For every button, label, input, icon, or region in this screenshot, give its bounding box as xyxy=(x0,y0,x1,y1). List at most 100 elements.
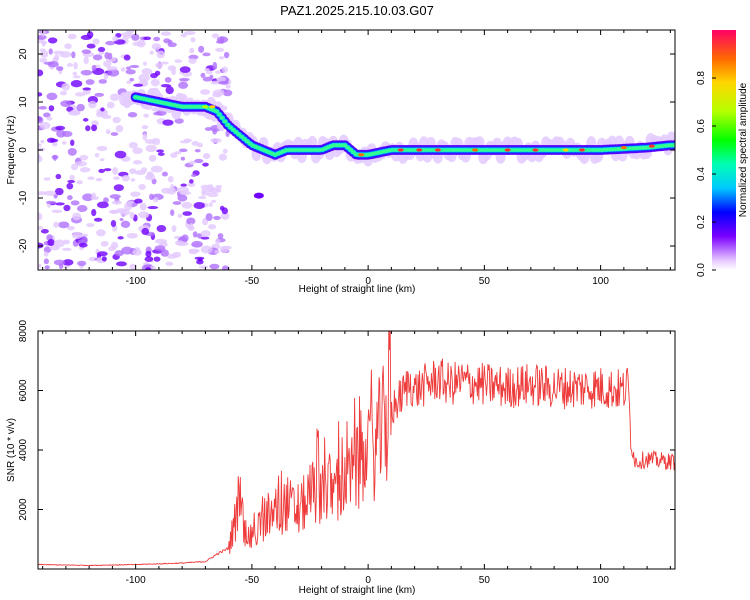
spectrogram-noise-cell xyxy=(62,141,67,145)
spectrogram-noise-cell xyxy=(72,212,82,221)
spectrogram-noise-cell xyxy=(225,130,230,138)
spectrogram-noise-cell xyxy=(61,82,70,91)
spectrogram-x-axis-label: Height of straight line (km) xyxy=(299,284,416,295)
spectrogram-noise-cell xyxy=(127,111,138,118)
spectrogram-noise-cell xyxy=(150,72,158,79)
spectrogram-noise-cell xyxy=(85,79,95,85)
spectrogram-noise-cell xyxy=(180,183,187,187)
spectrogram-noise-cell xyxy=(219,205,225,211)
spectrogram-noise-cell xyxy=(171,225,177,233)
snr-y-tick-label: 8000 xyxy=(18,319,29,342)
spectrogram-noise-cell xyxy=(64,43,72,50)
spectrogram-noise-cell xyxy=(88,100,97,109)
spectrogram-noise-cell xyxy=(210,80,221,85)
spectrogram-noise-cell xyxy=(171,68,177,76)
spectrogram-noise-cell xyxy=(39,48,46,52)
spectrogram-noise-cell xyxy=(129,211,135,220)
spectrogram-noise-cell xyxy=(112,116,121,124)
spectrogram-noise-cell xyxy=(38,226,44,230)
spectrogram-noise-cell xyxy=(215,238,221,245)
spectrogram-noise-cell xyxy=(48,105,55,112)
spectrogram-ridge-cell xyxy=(345,145,350,150)
spectrogram-noise-cell xyxy=(91,124,98,132)
spectrogram-noise-cell xyxy=(86,223,95,228)
spectrogram-noise-cell xyxy=(216,76,227,83)
spectrogram-peak-cell xyxy=(562,148,569,152)
spectrogram-noise-cell xyxy=(154,245,166,252)
spectrogram-noise-cell xyxy=(160,61,169,65)
spectrogram-peak-cell xyxy=(434,148,441,152)
spectrogram-y-tick-label: 10 xyxy=(18,96,29,108)
spectrogram-noise-cell xyxy=(191,240,203,248)
spectrogram-noise-cell xyxy=(201,188,206,197)
spectrogram-noise-cell xyxy=(44,265,50,270)
colorbar-ticks: 0.0 0.2 0.4 0.6 0.8 xyxy=(696,71,716,277)
snr-y-tick-label: 2000 xyxy=(18,498,29,521)
spectrogram-noise-cell xyxy=(95,229,106,237)
spectrogram-peak-cell xyxy=(579,148,586,152)
spectrogram-noise-cell xyxy=(46,116,53,121)
spectrogram-noise-cell xyxy=(74,92,86,97)
spectrogram-x-tick-label: -50 xyxy=(245,276,260,287)
spectrogram-noise-cell xyxy=(177,213,183,218)
spectrogram-noise-cell xyxy=(208,202,213,207)
spectrogram-noise-cell xyxy=(162,119,174,126)
spectrogram-x-tick-label: 100 xyxy=(592,276,609,287)
spectrogram-peak-cell xyxy=(472,148,479,152)
spectrogram-noise-cell xyxy=(113,184,124,192)
spectrogram-noise-cell xyxy=(76,204,88,213)
spectrogram-noise-cell xyxy=(153,111,163,116)
spectrogram-noise-cell xyxy=(178,148,188,153)
spectrogram-noise-cell xyxy=(76,103,85,112)
spectrogram-noise-cell xyxy=(216,186,222,193)
spectrogram-noise-cell xyxy=(149,265,156,270)
spectrogram-noise-cell xyxy=(103,197,109,204)
spectrogram-noise-cell xyxy=(222,89,233,97)
spectrogram-ridge-cell xyxy=(671,143,675,147)
spectrogram-noise-cell xyxy=(182,211,193,216)
spectrogram-noise-cell xyxy=(148,154,157,162)
spectrogram-noise-cell xyxy=(145,144,157,153)
spectrogram-noise-cell xyxy=(157,152,165,156)
spectrogram-noise-cell xyxy=(91,64,97,72)
spectrogram-noise-cell xyxy=(149,50,154,55)
spectrogram-noise-cell xyxy=(46,92,58,101)
spectrogram-noise-cell xyxy=(43,177,51,181)
spectrogram-noise-cell xyxy=(112,167,119,175)
spectrogram-noise-cell xyxy=(153,36,161,42)
spectrogram-noise-cell xyxy=(60,100,72,108)
spectrogram-noise-cell xyxy=(225,84,231,89)
spectrogram-noise-cell xyxy=(194,148,201,153)
spectrogram-noise-cell xyxy=(91,192,97,199)
spectrogram-noise-cell xyxy=(196,142,203,148)
spectrogram-noise-cell xyxy=(76,180,83,185)
spectrogram-noise-cell xyxy=(72,75,81,79)
spectrogram-noise-cell xyxy=(167,175,174,183)
spectrogram-noise-cell xyxy=(117,236,124,240)
spectrogram-noise-cell xyxy=(48,48,53,55)
spectrogram-noise-cell xyxy=(70,200,80,206)
spectrogram-noise-cell xyxy=(177,186,190,194)
spectrogram-noise-cell xyxy=(151,43,161,50)
spectrogram-noise-cell xyxy=(198,195,207,200)
spectrogram-noise-cell xyxy=(109,93,120,101)
spectrogram-noise-cell xyxy=(129,263,137,270)
spectrogram-noise-cell xyxy=(215,40,225,44)
spectrogram-noise-cell xyxy=(156,224,167,233)
spectrogram-noise-cell xyxy=(110,220,117,228)
spectrogram-noise-cell xyxy=(79,167,91,173)
spectrogram-noise-cell xyxy=(51,209,63,214)
spectrogram-noise-cell xyxy=(141,68,153,75)
spectrogram-noise-cell xyxy=(82,193,94,202)
spectrogram-noise-cell xyxy=(132,249,142,256)
spectrogram-noise-cell xyxy=(136,39,146,48)
colorbar-tick-label: 0.8 xyxy=(696,71,707,85)
spectrogram-noise-cell xyxy=(193,201,205,210)
spectrogram-noise-cell xyxy=(40,40,48,45)
spectrogram-noise-cell xyxy=(38,92,43,97)
spectrogram-noise-cell xyxy=(189,222,194,230)
spectrogram-noise-cell xyxy=(111,200,122,205)
snr-x-tick-label: -50 xyxy=(245,575,260,586)
spectrogram-noise-cell xyxy=(98,79,107,84)
